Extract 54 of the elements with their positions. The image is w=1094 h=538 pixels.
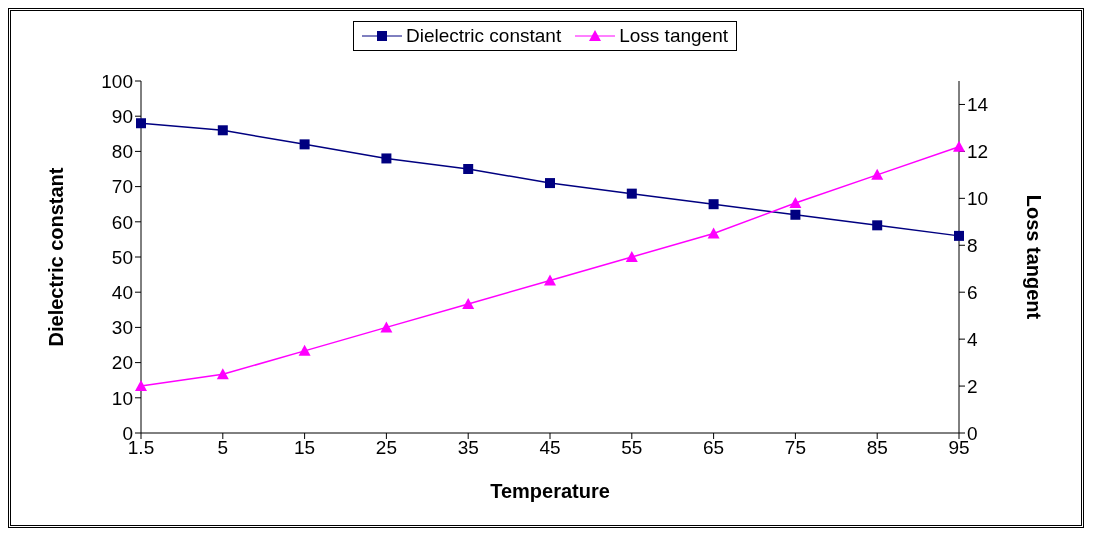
y-tick-label: 30 [111,317,133,339]
point [789,197,802,209]
y-tick-label: 80 [111,141,133,163]
point [707,227,720,239]
x-tick-label: 15 [294,437,316,459]
point [380,321,393,333]
y2-tick-label: 12 [967,141,989,163]
x-tick-label: 75 [784,437,806,459]
y-axis-title: Dielectric constant [45,167,68,347]
legend-label: Dielectric constant [404,25,562,47]
x-tick-label: 45 [539,437,561,459]
x-tick-label: 85 [866,437,888,459]
point [544,274,556,286]
y-tick-label: 20 [111,352,133,374]
point [871,168,884,180]
point [216,368,229,380]
point [545,178,555,189]
point [953,140,965,152]
point [217,125,228,136]
point [625,251,638,262]
point [462,297,475,309]
y-tick-label: 90 [111,105,133,127]
x-tick-label: 55 [621,437,643,459]
y2-tick-label: 8 [967,235,978,257]
point [135,380,147,392]
x-axis-title: Temperature [490,480,610,502]
y-tick-label: 100 [101,70,133,92]
x-tick-label: 35 [457,437,479,459]
point [954,230,964,241]
y2-tick-label: 4 [967,328,978,350]
y-tick-label: 70 [111,176,133,198]
y-tick-label: 60 [111,211,133,233]
y2-tick-label: 6 [967,281,978,303]
point [463,164,474,174]
y2-axis-title: Loss tangent [1022,194,1045,320]
y-tick-label: 50 [111,246,133,268]
point [298,344,311,356]
x-tick-label: 65 [703,437,725,459]
point [381,153,392,164]
legend-label: Loss tangent [618,25,729,47]
x-tick-label: 5 [217,437,229,459]
point [872,220,883,231]
x-tick-label: 25 [375,437,397,459]
y2-tick-label: 2 [967,375,978,397]
point [299,139,310,150]
y-tick-label: 40 [111,281,133,303]
point [708,199,719,210]
y2-tick-label: 0 [967,422,978,444]
point [790,209,801,220]
point [136,118,146,129]
y2-tick-label: 10 [967,188,989,210]
y-tick-label: 10 [111,387,133,409]
point [626,188,637,199]
y2-tick-label: 14 [967,94,989,116]
